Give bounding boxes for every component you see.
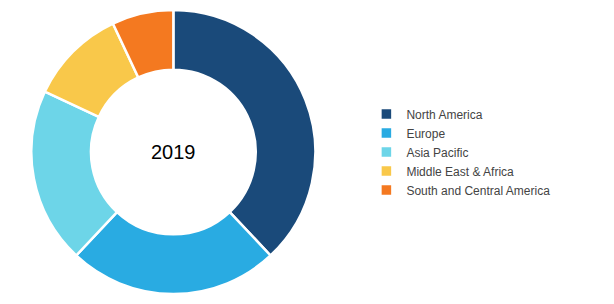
svg-text:South and Central America: South and Central America <box>406 184 550 198</box>
svg-text:Europe: Europe <box>406 127 445 141</box>
svg-text:Asia Pacific: Asia Pacific <box>406 146 468 160</box>
svg-text:North America: North America <box>406 108 482 122</box>
svg-text:Middle East & Africa: Middle East & Africa <box>406 165 514 179</box>
svg-text:2019: 2019 <box>151 141 196 163</box>
